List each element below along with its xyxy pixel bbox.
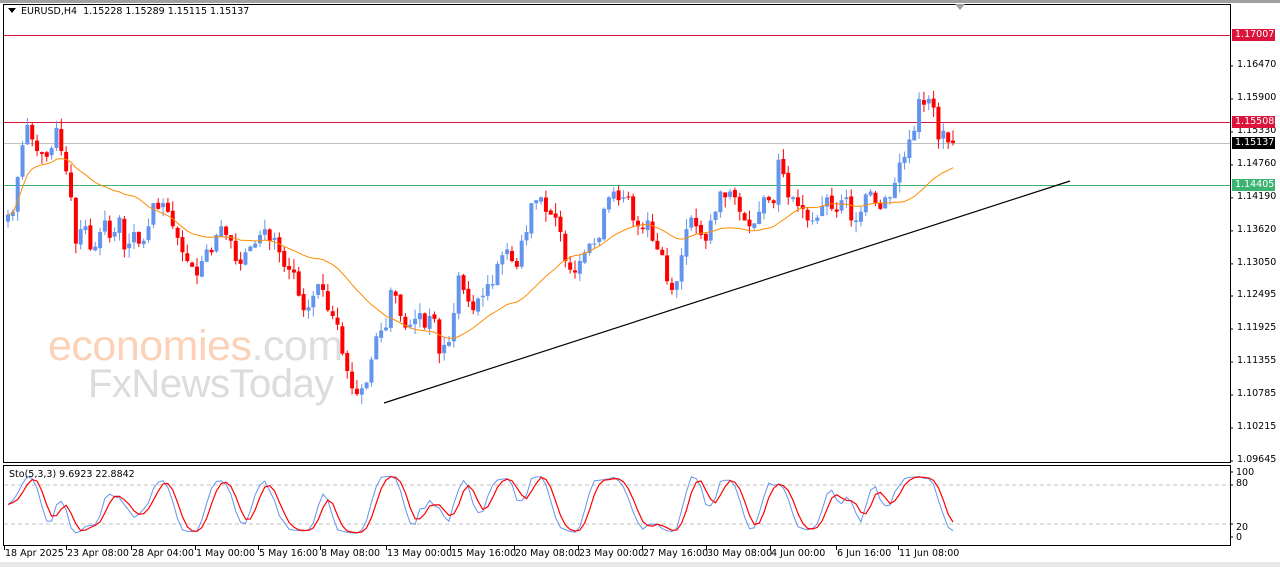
current-price-tag: 1.15137 [1232, 137, 1275, 149]
window-top-border [0, 0, 1280, 3]
price-tick-label: 1.16470 [1237, 58, 1277, 70]
price-tick-label: 1.11355 [1237, 355, 1277, 366]
bottom-scrollbar[interactable] [0, 562, 1280, 567]
chart-shift-marker-icon[interactable] [955, 4, 965, 10]
watermark-main: economies [48, 322, 252, 370]
time-tick-label: 13 May 00:00 [387, 548, 453, 559]
price-tick-label: 1.15330 [1237, 124, 1277, 136]
price-tick-label: 1.15900 [1237, 91, 1277, 103]
time-tick-label: 1 May 00:00 [196, 548, 256, 559]
watermark-fxnewstoday: FxNewsToday [88, 362, 334, 406]
stochastic-label: Sto(5,3,3) 9.6923 22.8842 [9, 469, 135, 480]
dropdown-triangle-icon[interactable] [8, 8, 16, 13]
time-tick-label: 8 May 08:00 [321, 548, 381, 559]
time-tick-label: 23 Apr 08:00 [67, 548, 129, 559]
support-tag: 1.14405 [1232, 179, 1275, 191]
resistance-1-tag: 1.15508 [1232, 116, 1275, 128]
stochastic-panel[interactable] [3, 465, 1231, 546]
time-tick-label: 20 May 08:00 [515, 548, 581, 559]
time-tick-label: 15 May 16:00 [451, 548, 517, 559]
price-tick-label: 1.12495 [1237, 289, 1277, 300]
ohlc-values: 1.15228 1.15289 1.15115 1.15137 [83, 6, 250, 17]
time-tick-label: 23 May 00:00 [579, 548, 645, 559]
stoch-level-80: 80 [1236, 478, 1249, 489]
time-tick-label: 27 May 16:00 [643, 548, 709, 559]
time-tick-label: 4 Jun 00:00 [771, 548, 826, 559]
symbol-name: EURUSD,H4 [21, 6, 78, 17]
stoch-level-20: 20 [1236, 522, 1249, 533]
price-chart-panel[interactable] [3, 4, 1231, 463]
price-tick-label: 1.10785 [1237, 388, 1277, 399]
price-tick-label: 1.09645 [1237, 454, 1277, 465]
time-tick-label: 18 Apr 2025 [5, 548, 64, 559]
time-tick-label: 30 May 08:00 [707, 548, 773, 559]
time-tick-label: 28 Apr 04:00 [132, 548, 194, 559]
price-tick-label: 1.13050 [1237, 256, 1277, 268]
price-tick-label: 1.13620 [1237, 223, 1277, 235]
price-tick-label: 1.11925 [1237, 322, 1277, 333]
symbol-header[interactable]: EURUSD,H4 1.15228 1.15289 1.15115 1.1513… [8, 6, 249, 17]
price-tick-label: 1.14190 [1237, 190, 1277, 202]
watermark-economies: economies.com [48, 322, 343, 371]
stoch-level-0: 0 [1236, 532, 1243, 543]
time-tick-label: 6 Jun 16:00 [837, 548, 892, 559]
stoch-level-100: 100 [1236, 467, 1255, 478]
time-tick-label: 5 May 16:00 [259, 548, 319, 559]
time-tick-label: 11 Jun 08:00 [899, 548, 960, 559]
price-tick-label: 1.10215 [1237, 421, 1277, 432]
resistance-2-tag: 1.17007 [1232, 29, 1275, 41]
watermark-suffix: .com [251, 322, 343, 370]
price-tick-label: 1.14760 [1237, 157, 1277, 169]
